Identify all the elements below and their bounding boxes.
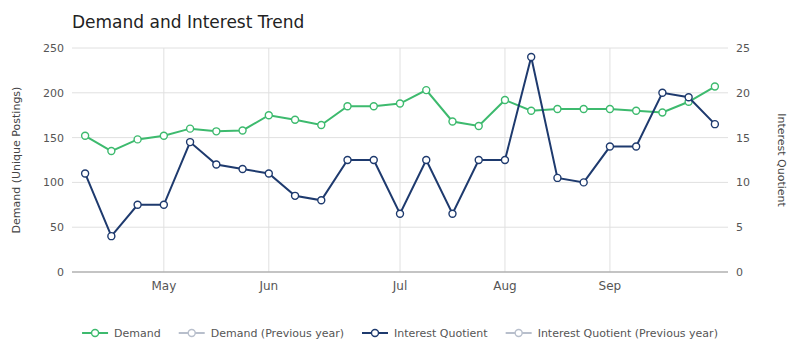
y-grid-line — [72, 272, 728, 273]
point — [239, 165, 246, 172]
point — [160, 201, 167, 208]
point — [134, 136, 141, 143]
point — [633, 107, 640, 114]
point — [554, 105, 561, 112]
point — [554, 174, 561, 181]
point — [82, 170, 89, 177]
point — [370, 103, 377, 110]
legend-label: Interest Quotient — [394, 327, 488, 340]
point — [449, 210, 456, 217]
point — [528, 53, 535, 60]
x-tick-label: May — [151, 279, 176, 293]
y-tick-label: 50 — [50, 221, 64, 234]
point — [423, 157, 430, 164]
point — [397, 210, 404, 217]
point — [633, 143, 640, 150]
y-tick-label: 250 — [43, 42, 64, 55]
y2-tick-label: 10 — [736, 176, 750, 189]
legend-item: Demand (Previous year) — [179, 327, 344, 340]
y2-tick-label: 5 — [736, 221, 743, 234]
x-grid-line — [400, 48, 401, 272]
point — [265, 170, 272, 177]
point — [475, 157, 482, 164]
point — [659, 89, 666, 96]
point — [606, 143, 613, 150]
y-tick-label: 100 — [43, 176, 64, 189]
y2-tick-label: 15 — [736, 132, 750, 145]
point — [187, 139, 194, 146]
point — [292, 116, 299, 123]
point — [685, 94, 692, 101]
x-tick-label: Aug — [493, 279, 516, 293]
legend: Demand Demand (Previous year) Interest Quo… — [82, 327, 718, 340]
title: Demand and Interest Trend — [72, 12, 304, 32]
x-grid-line — [268, 48, 269, 272]
x-tick-label: Jun — [258, 279, 278, 293]
x-grid-line — [609, 48, 610, 272]
point — [213, 161, 220, 168]
y2-tick-label: 20 — [736, 87, 750, 100]
point — [134, 201, 141, 208]
point — [475, 122, 482, 129]
y2-axis-label: Interest Quotient — [775, 113, 788, 207]
point — [187, 125, 194, 132]
point — [160, 132, 167, 139]
point — [82, 132, 89, 139]
legend-label: Interest Quotient (Previous year) — [538, 327, 718, 340]
point — [397, 100, 404, 107]
point — [449, 118, 456, 125]
point — [318, 197, 325, 204]
point — [344, 157, 351, 164]
series-line — [85, 87, 715, 152]
legend-marker — [188, 330, 195, 337]
point — [580, 179, 587, 186]
grid — [72, 48, 728, 272]
y2-tick-label: 25 — [736, 42, 750, 55]
x-axis-line — [72, 272, 728, 273]
point — [659, 109, 666, 116]
y-tick-label: 0 — [57, 266, 64, 279]
point — [213, 128, 220, 135]
point — [239, 127, 246, 134]
chart: Demand and Interest Trend050100150200250… — [0, 0, 800, 355]
point — [344, 103, 351, 110]
legend-item: Interest Quotient (Previous year) — [506, 327, 718, 340]
y-tick-label: 200 — [43, 87, 64, 100]
legend-marker — [515, 330, 522, 337]
legend-item: Demand — [82, 327, 161, 340]
legend-marker — [371, 330, 378, 337]
point — [292, 192, 299, 199]
legend-item: Interest Quotient — [362, 327, 488, 340]
point — [423, 87, 430, 94]
point — [528, 107, 535, 114]
point — [711, 83, 718, 90]
x-grid-line — [163, 48, 164, 272]
point — [711, 121, 718, 128]
point — [318, 122, 325, 129]
point — [580, 105, 587, 112]
point — [501, 96, 508, 103]
plot-area — [82, 53, 719, 239]
point — [606, 105, 613, 112]
legend-label: Demand (Previous year) — [211, 327, 344, 340]
legend-label: Demand — [114, 327, 161, 340]
series-line — [85, 57, 715, 236]
y-tick-label: 150 — [43, 132, 64, 145]
point — [370, 157, 377, 164]
y2-tick-label: 0 — [736, 266, 743, 279]
x-tick-label: Sep — [599, 279, 622, 293]
legend-marker — [92, 330, 99, 337]
x-tick-label: Jul — [392, 279, 407, 293]
point — [265, 112, 272, 119]
y-axis-label: Demand (Unique Postings) — [10, 87, 23, 234]
point — [501, 157, 508, 164]
point — [108, 148, 115, 155]
point — [108, 233, 115, 240]
